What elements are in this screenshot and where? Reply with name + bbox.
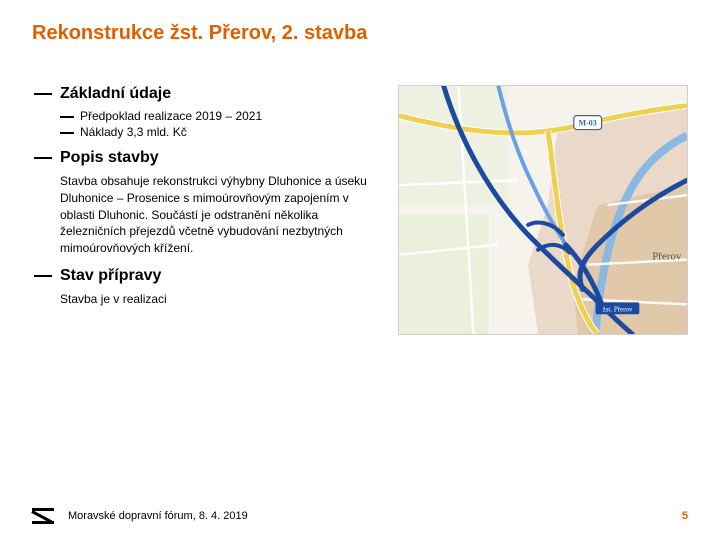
section-head-label: Stav přípravy bbox=[60, 267, 161, 285]
section-body: Stavba je v realizaci bbox=[34, 291, 382, 308]
section-head-status: Stav přípravy bbox=[34, 267, 382, 285]
section-head-label: Popis stavby bbox=[60, 149, 159, 167]
dash-icon bbox=[34, 157, 52, 159]
section-body: Stavba obsahuje rekonstrukci výhybny Dlu… bbox=[34, 173, 382, 257]
city-label: Přerov bbox=[652, 251, 682, 263]
list-item: Náklady 3,3 mld. Kč bbox=[60, 125, 382, 139]
dash-icon bbox=[34, 93, 52, 95]
slide-title: Rekonstrukce žst. Přerov, 2. stavba bbox=[32, 22, 688, 45]
map-image: M-03 Přerov žst. Přerov bbox=[398, 85, 688, 335]
section-head-label: Základní údaje bbox=[60, 85, 171, 103]
road-label: M-03 bbox=[579, 119, 597, 128]
text-column: Základní údaje Předpoklad realizace 2019… bbox=[32, 85, 382, 340]
station-label: žst. Přerov bbox=[603, 305, 633, 313]
road-shield-icon: M-03 bbox=[574, 116, 602, 130]
list-item: Předpoklad realizace 2019 – 2021 bbox=[60, 109, 382, 123]
footer-text: Moravské dopravní fórum, 8. 4. 2019 bbox=[68, 510, 248, 522]
list-item-text: Náklady 3,3 mld. Kč bbox=[80, 125, 187, 139]
dash-icon bbox=[34, 275, 52, 277]
logo-icon bbox=[32, 508, 54, 524]
page-number: 5 bbox=[682, 510, 688, 522]
slide-footer: Moravské dopravní fórum, 8. 4. 2019 5 bbox=[32, 508, 688, 524]
station-marker: žst. Přerov bbox=[596, 302, 640, 314]
list-item-text: Předpoklad realizace 2019 – 2021 bbox=[80, 109, 262, 123]
dash-icon bbox=[60, 132, 74, 134]
dash-icon bbox=[60, 116, 74, 118]
section-head-description: Popis stavby bbox=[34, 149, 382, 167]
section-head-basic-data: Základní údaje bbox=[34, 85, 382, 103]
